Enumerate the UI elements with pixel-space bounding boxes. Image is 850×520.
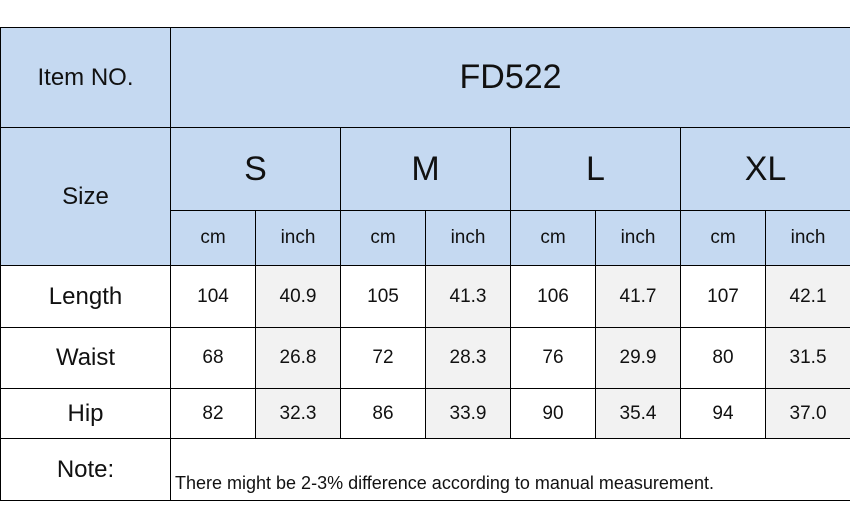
note-text: There might be 2-3% difference according… [169,438,850,501]
measure-row: Waist 68 26.8 72 28.3 76 29.9 80 31.5 [0,327,850,389]
unit-header: cm [340,210,426,266]
cell: 28.3 [425,327,511,389]
header-row: Item NO. FD522 [0,27,850,128]
cell: 42.1 [764,265,850,328]
size-header: M [340,127,511,211]
size-header: S [170,127,341,211]
cell: 80 [680,327,766,389]
cell: 107 [680,265,766,328]
size-label: Size [0,127,171,266]
size-table: Item NO. FD522 Size S M L XL cm inch cm inch cm… [0,27,850,501]
unit-header: cm [510,210,596,266]
item-label: Item NO. [0,27,171,128]
unit-header: inch [425,210,511,266]
unit-header: inch [255,210,341,266]
row-label: Hip [0,388,171,439]
item-no: FD522 [169,27,850,128]
cell: 29.9 [595,327,681,389]
unit-header: inch [764,210,850,266]
cell: 86 [340,388,426,439]
cell: 37.0 [764,388,850,439]
size-header: XL [679,127,850,211]
unit-header: inch [595,210,681,266]
cell: 33.9 [425,388,511,439]
cell: 35.4 [595,388,681,439]
measure-row: Hip 82 32.3 86 33.9 90 35.4 94 37.0 [0,388,850,439]
cell: 31.5 [764,327,850,389]
cell: 104 [170,265,256,328]
cell: 90 [510,388,596,439]
row-label: Length [0,265,171,328]
cell: 26.8 [255,327,341,389]
cell: 76 [510,327,596,389]
cell: 41.3 [425,265,511,328]
size-header: L [510,127,681,211]
unit-row: cm inch cm inch cm inch cm inch [1,210,850,266]
cell: 82 [170,388,256,439]
row-label: Waist [0,327,171,389]
cell: 72 [340,327,426,389]
table-body: Item NO. FD522 Size S M L XL cm inch cm inch cm… [0,27,850,501]
cell: 41.7 [595,265,681,328]
cell: 32.3 [255,388,341,439]
cell: 105 [340,265,426,328]
cell: 94 [680,388,766,439]
note-row: Note: There might be 2-3% difference acco… [0,438,850,501]
unit-header: cm [680,210,766,266]
size-row: Size S M L XL [0,127,850,266]
unit-header: cm [170,210,256,266]
measure-row: Length 104 40.9 105 41.3 106 41.7 107 42.1 [0,265,850,328]
cell: 40.9 [255,265,341,328]
cell: 68 [170,327,256,389]
cell: 106 [510,265,596,328]
note-label: Note: [0,438,171,501]
